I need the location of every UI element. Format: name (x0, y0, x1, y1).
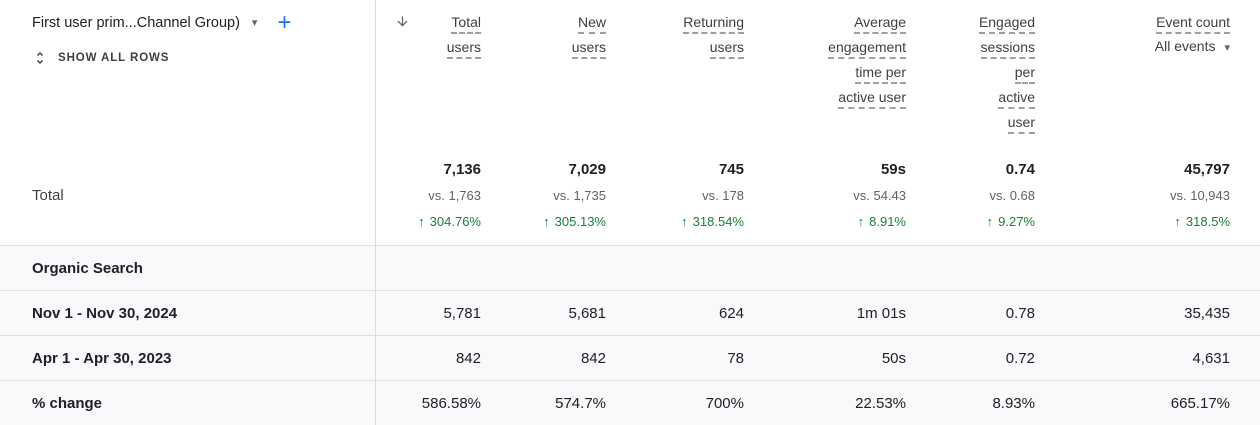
comparison-value: vs. 10,943 (1170, 188, 1230, 203)
header-line: sessions (980, 39, 1035, 59)
metric-value: 7,136 (443, 161, 481, 178)
event-filter-value: All events (1154, 38, 1216, 54)
arrow-up-icon: ↑ (681, 214, 688, 229)
row-date-range-1: Nov 1 - Nov 30, 2024 5,781 5,681 624 1m … (0, 290, 1260, 335)
header-line: time per (855, 64, 906, 84)
cell: 50s (881, 349, 906, 367)
metric-value: 7,029 (568, 161, 606, 178)
header-line: Total (451, 14, 481, 34)
header-line: engagement (828, 39, 906, 59)
cell: 1m 01s (856, 304, 906, 322)
cell: 665.17% (1170, 394, 1230, 412)
header-line: Average (854, 14, 906, 34)
total-row: Total 7,136 vs. 1,763 ↑ 304.76% 7,029 vs.… (0, 146, 1260, 245)
cell: 574.7% (555, 394, 606, 412)
row-date-range-2: Apr 1 - Apr 30, 2023 842 842 78 50s 0.72… (0, 335, 1260, 380)
comparison-value: vs. 178 (702, 188, 744, 203)
column-header-avg-engagement-time[interactable]: Average engagement time per active user (758, 0, 920, 146)
change-percent: 305.13% (554, 214, 606, 229)
total-cell-returning-users: 745 vs. 178 ↑ 318.54% (620, 146, 758, 245)
comparison-value: vs. 1,735 (553, 188, 606, 203)
total-cell-engaged-sessions: 0.74 vs. 0.68 ↑ 9.27% (920, 146, 1049, 245)
cell: 8.93% (992, 394, 1035, 412)
header-line: per (1014, 64, 1035, 84)
header-line: users (709, 39, 744, 59)
header-line: New (577, 14, 606, 34)
cell: 0.78 (1005, 304, 1035, 322)
show-all-rows-button[interactable]: SHOW ALL ROWS (32, 50, 375, 66)
column-header-total-users[interactable]: Total users (375, 0, 495, 146)
comparison-value: vs. 0.68 (989, 188, 1035, 203)
header-line: users (446, 39, 481, 59)
cell: 22.53% (855, 394, 906, 412)
arrow-up-icon: ↑ (857, 214, 865, 229)
column-header-returning-users[interactable]: Returning users (620, 0, 758, 146)
cell: 78 (727, 349, 744, 367)
arrow-up-icon: ↑ (986, 214, 994, 229)
unfold-more-icon (36, 52, 44, 64)
comparison-value: vs. 54.43 (853, 188, 906, 203)
row-label: Apr 1 - Apr 30, 2023 (32, 349, 172, 367)
dimension-header-cell: First user prim...Channel Group) ▾ + SHO… (0, 0, 375, 146)
metric-value: 0.74 (1005, 161, 1035, 178)
row-organic-search: Organic Search (0, 245, 1260, 290)
total-cell-avg-engagement-time: 59s vs. 54.43 ↑ 8.91% (758, 146, 920, 245)
header-line: user (1007, 114, 1035, 134)
row-label: Organic Search (32, 259, 143, 277)
header-line: active user (838, 89, 906, 109)
show-all-rows-label: SHOW ALL ROWS (58, 52, 170, 64)
chevron-down-icon: ▾ (1224, 42, 1230, 54)
total-row-label: Total (32, 187, 64, 204)
cell: 700% (705, 394, 744, 412)
header-line: users (571, 39, 606, 59)
change-percent: 9.27% (998, 214, 1035, 229)
change-percent: 318.54% (692, 214, 744, 229)
cell: 842 (580, 349, 606, 367)
column-header-engaged-sessions[interactable]: Engaged sessions per active user (920, 0, 1049, 146)
header-line: active (998, 89, 1035, 109)
header-line: Returning (683, 14, 744, 34)
cell: 0.72 (1005, 349, 1035, 367)
column-header-event-count[interactable]: Event count All events ▾ (1049, 0, 1260, 146)
cell: 4,631 (1192, 349, 1230, 367)
arrow-up-icon: ↑ (1174, 214, 1181, 229)
change-percent: 304.76% (429, 214, 481, 229)
table-header: First user prim...Channel Group) ▾ + SHO… (0, 0, 1260, 146)
dimension-selector[interactable]: First user prim...Channel Group) (32, 15, 240, 31)
metric-value: 59s (880, 161, 906, 178)
cell: 624 (718, 304, 744, 322)
arrow-up-icon: ↑ (418, 214, 425, 229)
event-filter-dropdown[interactable]: All events ▾ (1049, 38, 1230, 54)
cell: 5,681 (568, 304, 606, 322)
metric-value: 745 (718, 161, 744, 178)
column-divider (375, 0, 376, 425)
total-cell-new-users: 7,029 vs. 1,735 ↑ 305.13% (495, 146, 620, 245)
cell: 35,435 (1184, 304, 1230, 322)
cell: 842 (455, 349, 481, 367)
change-percent: 318.5% (1185, 214, 1230, 229)
comparison-value: vs. 1,763 (428, 188, 481, 203)
cell: 5,781 (443, 304, 481, 322)
row-label: Nov 1 - Nov 30, 2024 (32, 304, 178, 322)
change-percent: 8.91% (869, 214, 906, 229)
total-cell-event-count: 45,797 vs. 10,943 ↑ 318.5% (1049, 146, 1260, 245)
header-line: Engaged (978, 14, 1035, 34)
row-percent-change: % change 586.58% 574.7% 700% 22.53% 8.93… (0, 380, 1260, 425)
add-dimension-button[interactable]: + (277, 9, 292, 36)
sort-descending-icon (397, 16, 408, 27)
header-line: Event count (1156, 14, 1230, 34)
cell: 586.58% (421, 394, 481, 412)
total-cell-total-users: 7,136 vs. 1,763 ↑ 304.76% (375, 146, 495, 245)
chevron-down-icon[interactable]: ▾ (251, 16, 258, 29)
row-label: % change (32, 394, 103, 412)
column-header-new-users[interactable]: New users (495, 0, 620, 146)
arrow-up-icon: ↑ (543, 214, 550, 229)
metric-value: 45,797 (1184, 161, 1230, 178)
